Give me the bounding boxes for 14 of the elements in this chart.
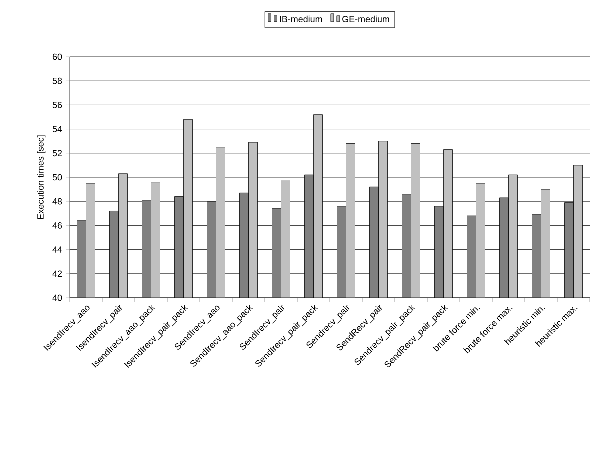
y-axis-title: Execution times [sec] bbox=[37, 136, 46, 220]
y-tick-label: 54 bbox=[52, 126, 62, 132]
y-tick-label: 48 bbox=[52, 198, 62, 205]
y-tick-label: 56 bbox=[52, 102, 62, 108]
y-tick-label: 46 bbox=[52, 222, 62, 229]
y-tick-label: 42 bbox=[52, 270, 62, 278]
y-tick-label: 60 bbox=[52, 54, 62, 60]
y-tick-label: 58 bbox=[52, 78, 62, 84]
legend-label: IB-medium bbox=[280, 16, 322, 22]
y-tick-label: 44 bbox=[52, 246, 62, 253]
y-tick-label: 50 bbox=[52, 174, 62, 181]
y-tick-label: 40 bbox=[52, 294, 62, 302]
legend-label: GE-medium bbox=[342, 16, 390, 22]
y-tick-label: 52 bbox=[52, 150, 62, 157]
